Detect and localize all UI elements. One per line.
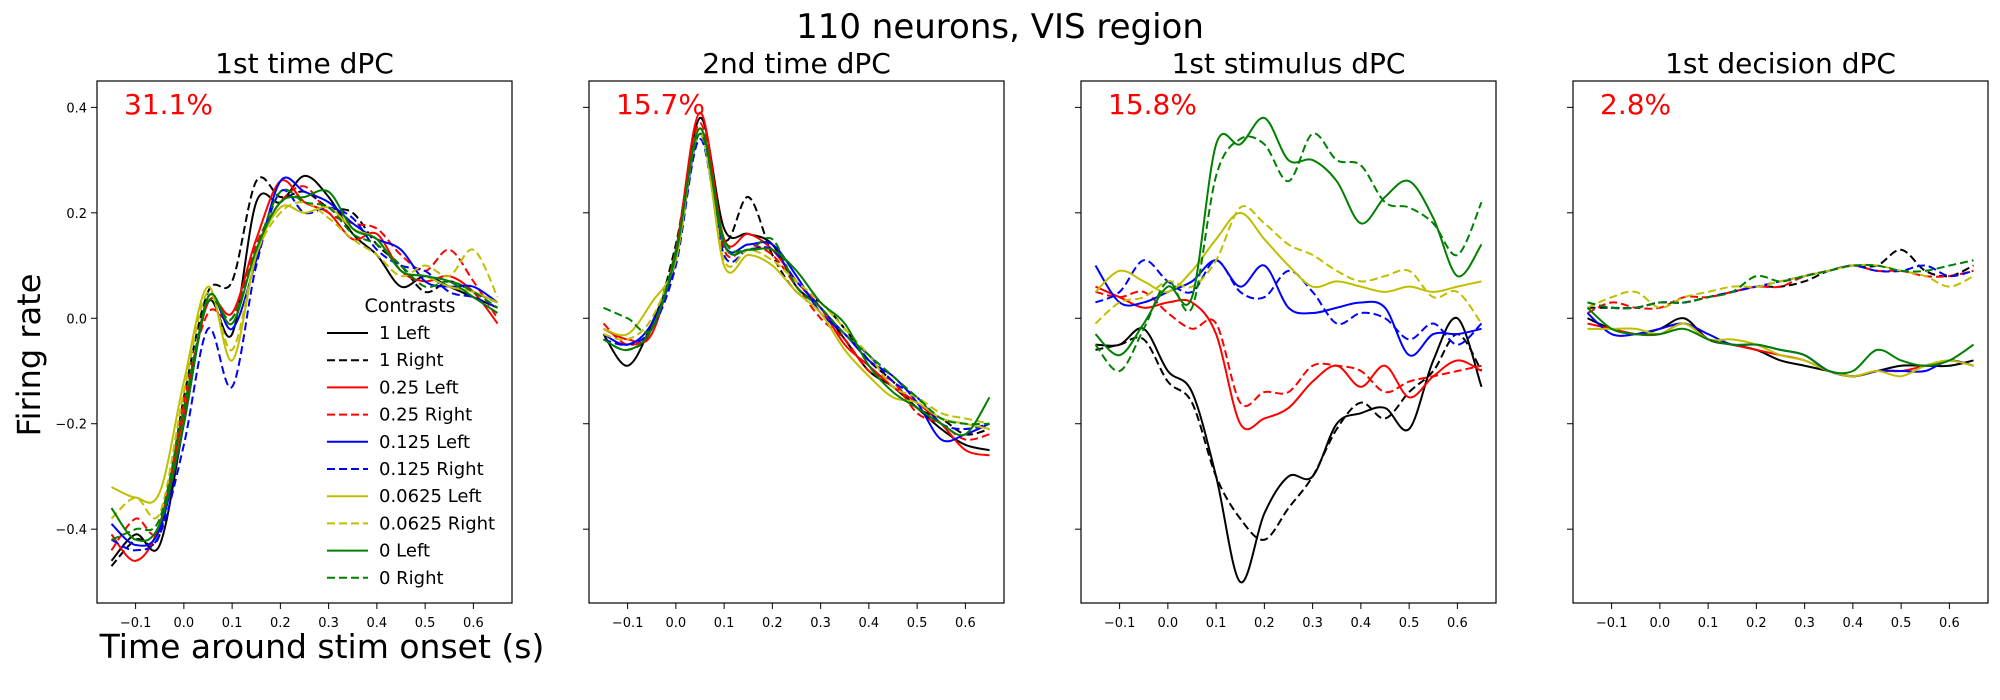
legend-entry-label: 0.125 Left: [379, 432, 470, 453]
series-line: [110, 185, 499, 551]
panel-title: 1st stimulus dPC: [1172, 47, 1406, 80]
variance-annotation: 15.8%: [1108, 88, 1197, 121]
x-tick-label: 0.2: [762, 616, 783, 631]
series-line: [1095, 333, 1483, 541]
x-tick-label: 0.4: [859, 616, 880, 631]
y-tick-label: 0.2: [66, 207, 87, 222]
x-tick-label: 0.2: [270, 616, 291, 631]
x-tick-label: 0.3: [810, 616, 831, 631]
panel-3: 1st stimulus dPC −0.1 0.0 0.1 0.2 0.3 0.4 0.5 0.…: [1075, 47, 1497, 631]
series-line: [1095, 290, 1482, 408]
legend-entry-label: 0.0625 Right: [379, 513, 495, 534]
series-line: [1586, 306, 1975, 375]
panel-2: 2nd time dPC −0.1 0.0 0.1 0.2 0.3 0.4 0.5 0.6 15.…: [583, 47, 1005, 631]
figure-suptitle: 110 neurons, VIS region: [796, 7, 1204, 47]
series-line: [1095, 259, 1483, 346]
series-line: [111, 188, 499, 541]
series-line: [1095, 317, 1483, 583]
legend-entry-label: 0.25 Left: [379, 377, 459, 398]
series-line: [603, 132, 990, 425]
panel-title: 1st time dPC: [215, 47, 394, 80]
x-tick-label: 0.2: [1254, 616, 1275, 631]
x-tick-label: 0.6: [1939, 616, 1960, 631]
y-tick-label: −0.2: [55, 418, 87, 433]
legend-entry-label: 1 Right: [379, 350, 444, 371]
series-line: [603, 132, 990, 426]
x-tick-label: 0.3: [318, 616, 339, 631]
x-tick-label: −0.1: [612, 616, 644, 631]
x-tick-label: 0.0: [1650, 616, 1671, 631]
legend-entry-label: 1 Left: [379, 323, 430, 344]
series-line: [1094, 205, 1483, 325]
y-tick-label: 0.0: [66, 312, 87, 327]
legend-entry-label: 0 Right: [379, 568, 444, 589]
series-line: [603, 111, 990, 457]
legend-entry-label: 0.25 Right: [379, 405, 472, 426]
x-tick-label: 0.5: [415, 616, 436, 631]
x-tick-label: 0.1: [222, 616, 243, 631]
series-line: [603, 127, 991, 437]
axes-frame: [1080, 80, 1497, 604]
series-line: [1094, 211, 1482, 294]
x-tick-label: 0.0: [174, 616, 195, 631]
x-tick-label: 0.4: [1351, 616, 1372, 631]
x-tick-label: 0.2: [1746, 616, 1767, 631]
x-tick-label: 0.5: [1399, 616, 1420, 631]
series-line: [110, 201, 499, 520]
x-tick-label: 0.0: [666, 616, 687, 631]
series-line: [603, 127, 990, 430]
panel-title: 2nd time dPC: [702, 47, 891, 80]
x-tick-label: −0.1: [1104, 616, 1136, 631]
x-tick-label: 0.4: [367, 616, 388, 631]
x-tick-label: 0.5: [1891, 616, 1912, 631]
x-tick-label: 0.4: [1843, 616, 1864, 631]
series-line: [602, 116, 990, 452]
variance-annotation: 15.7%: [616, 88, 705, 121]
panels-group: 1st time dPC −0.1 0.0 0.1 0.2 0.3 0.4 0.5 0.6 −0.…: [55, 47, 1989, 631]
variance-annotation: 31.1%: [124, 88, 213, 121]
axes-frame: [588, 80, 1005, 604]
x-tick-label: 0.1: [1206, 616, 1227, 631]
axes-frame: [1572, 80, 1989, 604]
x-tick-label: −0.1: [1596, 616, 1628, 631]
series-line: [603, 137, 990, 431]
x-tick-label: 0.6: [955, 616, 976, 631]
x-tick-label: 0.6: [1447, 616, 1468, 631]
x-tick-label: 0.3: [1302, 616, 1323, 631]
panel-title: 1st decision dPC: [1665, 47, 1896, 80]
legend-entry-label: 0 Left: [379, 541, 430, 562]
series-line: [1586, 312, 1974, 378]
series-line: [1587, 259, 1974, 310]
x-tick-label: 0.5: [907, 616, 928, 631]
x-tick-label: 0.1: [1698, 616, 1719, 631]
panel-4: 1st decision dPC −0.1 0.0 0.1 0.2 0.3 0.4 0.5 0.…: [1567, 47, 1989, 631]
legend-entry-label: 0.0625 Left: [379, 486, 482, 507]
variance-annotation: 2.8%: [1600, 88, 1671, 121]
x-axis-label: Time around stim onset (s): [99, 627, 545, 666]
panel-1: 1st time dPC −0.1 0.0 0.1 0.2 0.3 0.4 0.5 0.6 −0.…: [55, 47, 513, 631]
series-line: [110, 189, 499, 543]
series-line: [1094, 116, 1483, 357]
x-tick-label: 0.6: [463, 616, 484, 631]
y-tick-label: 0.4: [66, 101, 87, 116]
y-tick-label: −0.4: [55, 523, 87, 538]
legend-entry-label: 0.125 Right: [379, 459, 484, 480]
axes-frame: [96, 80, 513, 604]
y-axis-label: Firing rate: [10, 274, 48, 437]
series-line: [1095, 285, 1482, 431]
x-tick-label: 0.1: [714, 616, 735, 631]
series-line: [1587, 248, 1974, 310]
legend: Contrasts 1 Left 1 Right 0.25 Left 0.25 Rig…: [327, 295, 495, 589]
series-line: [111, 189, 498, 552]
x-tick-label: 0.3: [1794, 616, 1815, 631]
legend-title: Contrasts: [364, 295, 455, 317]
series-line: [1587, 322, 1974, 378]
x-tick-label: −0.1: [120, 616, 152, 631]
series-line: [1094, 132, 1483, 373]
x-tick-label: 0.0: [1158, 616, 1179, 631]
